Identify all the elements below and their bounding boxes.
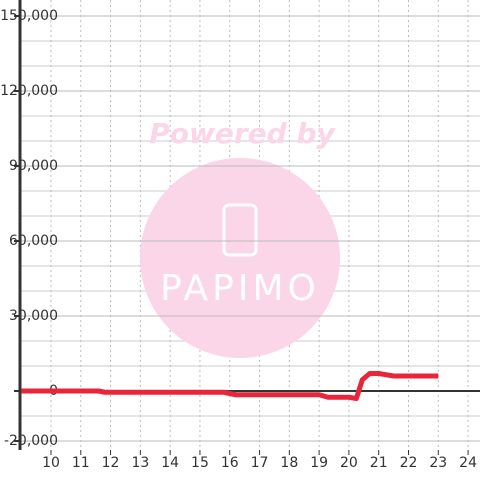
- x-tick-label: 15: [191, 455, 209, 471]
- x-tick-label: 17: [251, 455, 269, 471]
- y-tick-label: 30,000: [9, 308, 58, 324]
- y-tick-label: -20,000: [4, 433, 58, 449]
- y-tick-label: 120,000: [0, 83, 58, 99]
- x-tick-label: 24: [459, 455, 477, 471]
- y-tick-label: 150,000: [0, 8, 58, 24]
- phone-icon: [222, 203, 258, 257]
- x-tick-label: 23: [429, 455, 447, 471]
- x-tick-label: 20: [340, 455, 358, 471]
- x-tick-label: 22: [400, 455, 418, 471]
- data-line: [21, 371, 439, 401]
- x-tick-label: 18: [280, 455, 298, 471]
- y-tick-label: 60,000: [9, 233, 58, 249]
- watermark-logo: PAPIMO: [160, 268, 320, 309]
- watermark-circle: [140, 158, 340, 358]
- watermark-top: Powered by: [149, 117, 336, 150]
- x-tick-label: 16: [221, 455, 239, 471]
- x-tick-label: 14: [161, 455, 179, 471]
- x-tick-label: 12: [102, 455, 120, 471]
- x-tick-label: 21: [370, 455, 388, 471]
- watermark: Powered by PAPIMO: [140, 117, 340, 358]
- x-tick-label: 13: [131, 455, 149, 471]
- x-tick-label: 19: [310, 455, 328, 471]
- x-tick-label: 11: [72, 455, 90, 471]
- x-tick-label: 10: [42, 455, 60, 471]
- y-tick-label: 90,000: [9, 158, 58, 174]
